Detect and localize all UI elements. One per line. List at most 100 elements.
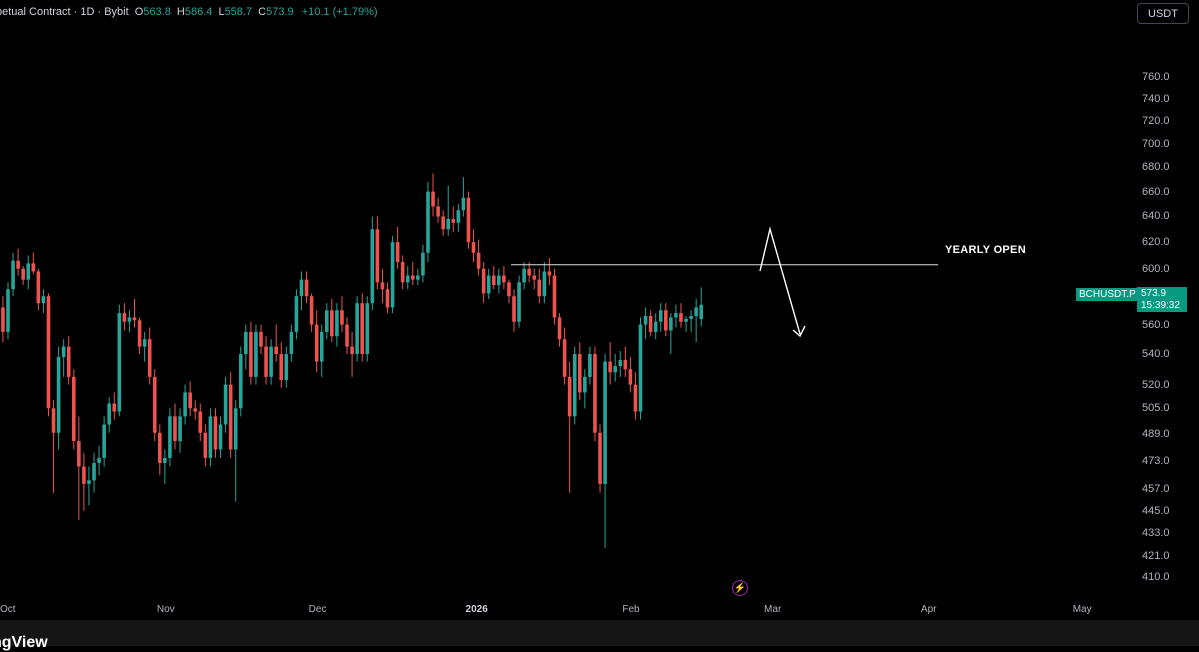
candle-body — [299, 279, 304, 297]
currency-button[interactable]: USDT — [1137, 3, 1189, 24]
candle-body — [532, 275, 537, 280]
candle-body — [193, 408, 198, 412]
candle-body — [446, 219, 451, 230]
candle-body — [82, 466, 86, 484]
candle-body — [269, 346, 273, 377]
low-label: L — [218, 6, 225, 18]
symbol-title: petual Contract · 1D · Bybit — [0, 6, 129, 18]
candle-body — [694, 307, 698, 316]
candle-body — [679, 313, 683, 322]
candle-body — [56, 357, 61, 433]
candle-body — [674, 313, 678, 318]
x-tick-label: May — [1072, 604, 1092, 615]
candle-body — [71, 376, 76, 442]
candle-body — [502, 275, 506, 283]
bar-countdown: 15:39:32 — [1141, 300, 1180, 311]
y-tick-label: 680.0 — [1142, 161, 1170, 174]
candle-body — [481, 268, 486, 294]
y-tick-label: 457.0 — [1142, 483, 1170, 496]
candle-body — [664, 310, 668, 331]
candle-body — [486, 275, 491, 294]
y-tick-label: 560.0 — [1142, 318, 1170, 331]
y-tick-label: 433.0 — [1142, 526, 1170, 539]
candle-body — [259, 331, 263, 347]
candle-body — [289, 331, 294, 355]
candle-body — [142, 339, 147, 347]
candle-body — [684, 318, 688, 322]
candle-body — [522, 268, 526, 283]
candle-body — [461, 197, 466, 211]
candle-body — [451, 219, 456, 223]
high-value: 586.4 — [184, 6, 213, 18]
candle-body — [218, 424, 223, 450]
y-tick-label: 600.0 — [1142, 262, 1170, 275]
candle-body — [471, 242, 476, 253]
candle-body — [421, 252, 425, 276]
candle-body — [699, 304, 704, 320]
close-label: C — [258, 6, 267, 18]
candle-body — [603, 361, 607, 484]
candle-body — [517, 282, 521, 322]
open-value: 563.8 — [143, 6, 171, 18]
candle-body — [542, 271, 547, 297]
candle-body — [203, 432, 208, 458]
candle-body — [238, 354, 243, 409]
y-tick-label: 740.0 — [1142, 92, 1170, 105]
y-tick-label: 473.0 — [1142, 455, 1170, 468]
candle-body — [411, 275, 415, 280]
candle-body — [583, 376, 587, 393]
candle-body — [623, 360, 628, 370]
candle-body — [127, 317, 132, 322]
candle-body — [572, 354, 577, 417]
price-chart[interactable] — [0, 0, 1199, 620]
candle-body — [41, 296, 46, 304]
candle-body — [1, 307, 5, 332]
candle-body — [567, 376, 572, 417]
candle-body — [324, 310, 329, 332]
candle-body — [689, 315, 693, 319]
candle-body — [360, 303, 364, 355]
x-tick-label: Oct — [0, 604, 16, 615]
x-tick-label: Feb — [622, 604, 640, 615]
y-tick-label: 700.0 — [1142, 137, 1170, 150]
candle-body — [107, 403, 111, 425]
candles-layer — [1, 173, 704, 548]
candle-body — [314, 324, 319, 362]
candle-body — [638, 324, 643, 412]
candle-body — [491, 275, 496, 286]
candle-body — [628, 369, 633, 385]
y-tick-label: 421.0 — [1142, 549, 1170, 562]
candle-body — [294, 296, 299, 332]
y-tick-label: 505.0 — [1142, 402, 1170, 415]
candle-body — [16, 260, 20, 269]
candle-body — [375, 229, 380, 283]
y-tick-label: 720.0 — [1142, 115, 1170, 128]
symbol-header: petual Contract · 1D · Bybit O563.8 H586… — [0, 6, 378, 18]
lightning-icon[interactable]: ⚡ — [732, 580, 748, 596]
candle-body — [340, 310, 344, 325]
candle-body — [350, 346, 354, 355]
candle-body — [431, 191, 435, 207]
low-value: 558.7 — [224, 6, 253, 18]
candle-body — [370, 229, 375, 304]
candle-body — [355, 303, 359, 355]
candle-body — [588, 354, 592, 377]
x-tick-label: Mar — [764, 604, 782, 615]
candle-body — [466, 197, 471, 243]
candle-body — [279, 354, 284, 380]
candle-body — [309, 296, 314, 325]
y-tick-label: 620.0 — [1142, 236, 1170, 249]
y-tick-label: 760.0 — [1142, 71, 1170, 84]
candle-body — [11, 260, 15, 290]
candle-body — [87, 480, 91, 484]
y-tick-label: 540.0 — [1142, 348, 1170, 361]
candle-body — [26, 263, 31, 280]
candle-body — [158, 432, 162, 464]
candle-body — [552, 275, 557, 318]
candle-body — [608, 361, 612, 373]
candle-body — [198, 411, 203, 433]
candle-body — [147, 339, 152, 377]
candle-body — [254, 331, 258, 377]
candle-body — [345, 324, 349, 347]
candle-body — [97, 457, 101, 464]
